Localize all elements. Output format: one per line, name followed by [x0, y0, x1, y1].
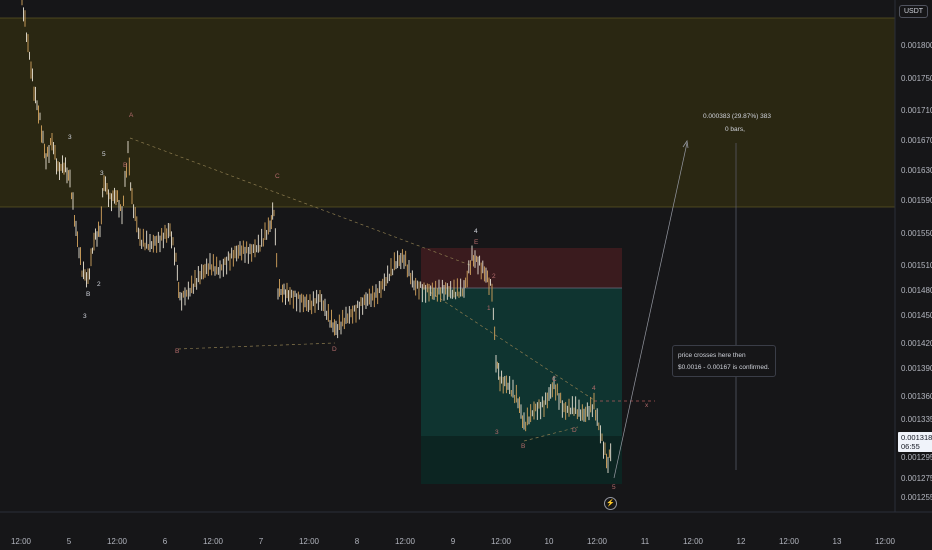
price-tick-label: 0.001360: [901, 392, 932, 401]
price-tick-label: 0.001295: [901, 453, 932, 462]
projection-line: [613, 142, 688, 479]
callout-line2: $0.0016 - 0.00167 is confirmed.: [678, 364, 770, 371]
svg-text:1: 1: [487, 305, 491, 312]
trend-line-wedge-top: [429, 291, 595, 401]
time-tick-label: 12:00: [107, 537, 128, 546]
wave-labels: A C B D E 4 3 5 3 2 B 3 B 2 1 3 B C D 4 …: [68, 112, 649, 491]
candle-countdown: 06:55: [901, 442, 920, 451]
annotation-callout[interactable]: price crosses here then $0.0016 - 0.0016…: [672, 345, 776, 377]
time-tick-label: 12:00: [11, 537, 32, 546]
current-price-value: 0.001318: [901, 433, 932, 442]
svg-text:B: B: [521, 443, 525, 450]
measure-text-line2: 0 bars,: [725, 126, 745, 133]
price-tick-label: 0.001420: [901, 339, 932, 348]
callout-line1: price crosses here then: [678, 352, 746, 359]
time-tick-label: 5: [67, 537, 72, 546]
price-tick-label: 0.001800: [901, 41, 932, 50]
price-tick-label: 0.001630: [901, 166, 932, 175]
time-tick-label: 7: [259, 537, 264, 546]
time-tick-label: 9: [451, 537, 456, 546]
price-tick-label: 0.001480: [901, 286, 932, 295]
trend-line-upper: [129, 137, 471, 266]
time-tick-label: 12:00: [779, 537, 800, 546]
time-tick-label: 12:00: [299, 537, 320, 546]
svg-text:B: B: [86, 291, 90, 298]
upper-resistance-zone: [0, 18, 895, 207]
price-tick-label: 0.001510: [901, 261, 932, 270]
svg-text:x: x: [645, 402, 649, 409]
svg-text:A: A: [129, 112, 134, 119]
time-tick-label: 13: [833, 537, 842, 546]
candlestick-series: [21, 0, 612, 474]
take-profit-zone: [421, 288, 622, 436]
svg-text:3: 3: [495, 429, 499, 436]
svg-text:2: 2: [97, 281, 101, 288]
time-tick-label: 12:00: [683, 537, 704, 546]
price-tick-label: 0.001275: [901, 474, 932, 483]
time-tick-label: 10: [545, 537, 554, 546]
price-tick-label: 0.001450: [901, 311, 932, 320]
svg-text:3: 3: [68, 134, 72, 141]
price-axis[interactable]: 0.001800 0.001750 0.001710 0.001670 0.001630…: [901, 41, 932, 502]
svg-text:D: D: [332, 346, 337, 353]
svg-text:4: 4: [474, 228, 478, 235]
price-tick-label: 0.001670: [901, 136, 932, 145]
svg-text:C: C: [552, 376, 557, 383]
stop-loss-zone: [421, 248, 622, 288]
svg-text:E: E: [474, 239, 479, 246]
svg-text:5: 5: [102, 151, 106, 158]
svg-text:2: 2: [492, 273, 496, 280]
price-tick-label: 0.001255: [901, 493, 932, 502]
price-tick-label: 0.001750: [901, 74, 932, 83]
time-tick-label: 12:00: [587, 537, 608, 546]
svg-text:4: 4: [592, 385, 596, 392]
svg-text:5: 5: [612, 484, 616, 491]
time-tick-label: 11: [641, 537, 650, 546]
price-tick-label: 0.001710: [901, 106, 932, 115]
time-tick-label: 8: [355, 537, 360, 546]
time-tick-label: 6: [163, 537, 168, 546]
currency-badge[interactable]: USDT: [899, 5, 929, 18]
price-tick-label: 0.001550: [901, 229, 932, 238]
lightning-icon[interactable]: ⚡: [604, 497, 617, 510]
svg-text:B: B: [123, 162, 127, 169]
price-tick-label: 0.001390: [901, 364, 932, 373]
svg-text:3: 3: [83, 313, 87, 320]
time-tick-label: 12:00: [875, 537, 896, 546]
measure-text-line1: 0.000383 (29.87%) 383: [703, 113, 771, 120]
svg-text:3: 3: [100, 170, 104, 177]
time-axis[interactable]: 12:00 5 12:00 6 12:00 7 12:00 8 12:00 9 12:00 10 12:…: [11, 537, 896, 546]
take-profit-zone-lower: [421, 436, 622, 484]
svg-text:B: B: [175, 348, 179, 355]
trend-line-lower: [177, 342, 336, 350]
current-price-label: 0.001318 06:55: [898, 432, 932, 452]
svg-text:C: C: [275, 173, 280, 180]
time-tick-label: 12:00: [491, 537, 512, 546]
price-tick-label: 0.001335: [901, 415, 932, 424]
time-tick-label: 12:00: [203, 537, 224, 546]
price-tick-label: 0.001590: [901, 196, 932, 205]
svg-text:D: D: [572, 427, 577, 434]
time-tick-label: 12: [737, 537, 746, 546]
time-tick-label: 12:00: [395, 537, 416, 546]
